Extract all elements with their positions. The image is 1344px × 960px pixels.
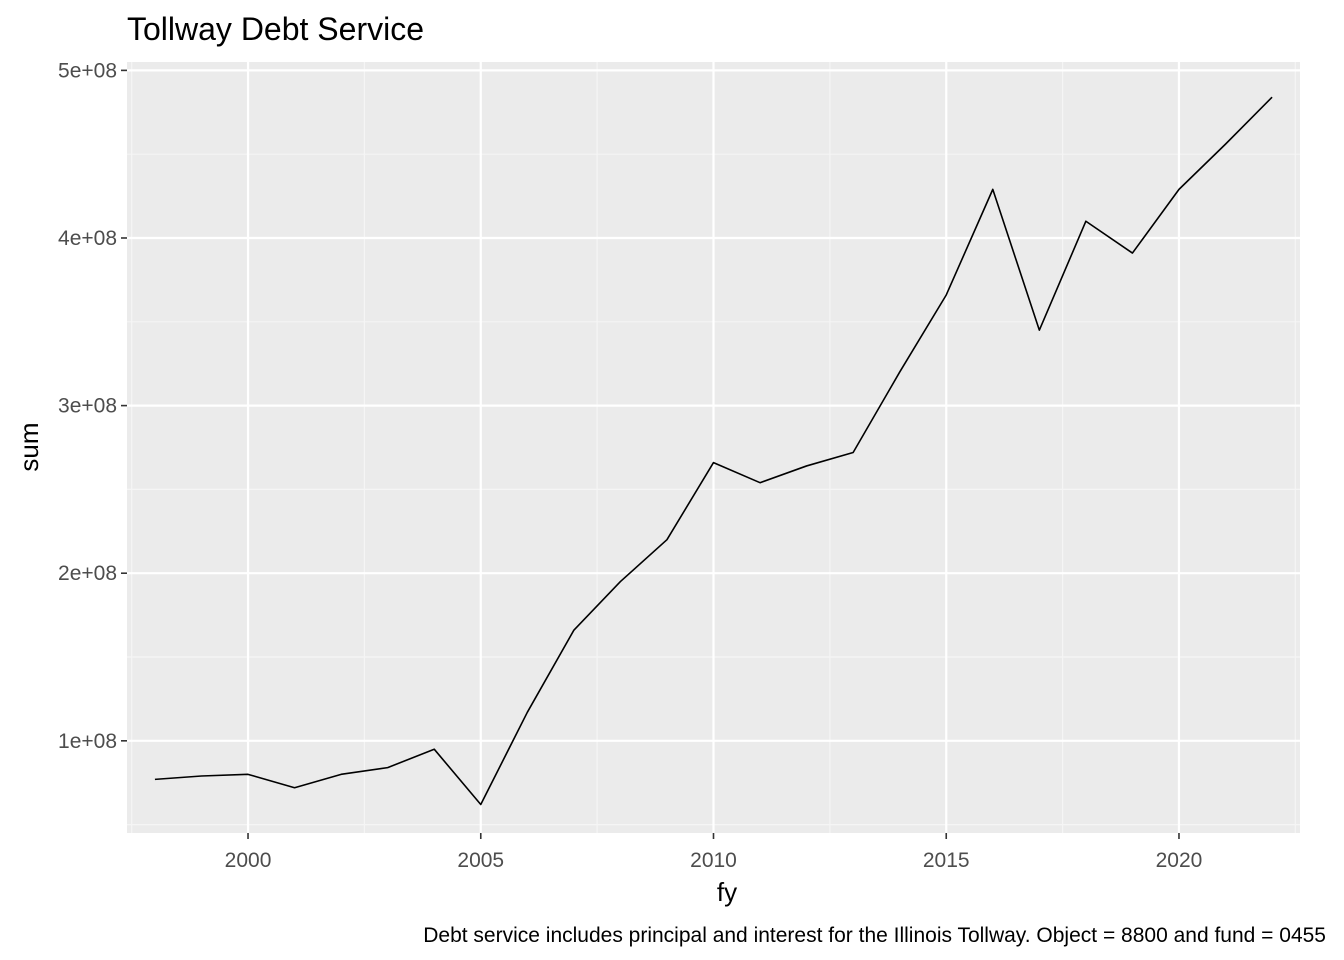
y-tick-label-1: 2e+08	[58, 562, 117, 585]
x-tick-label-3: 2015	[923, 849, 970, 872]
series-layer	[154, 96, 1273, 806]
chart-title: Tollway Debt Service	[127, 11, 424, 47]
series-line-0	[154, 96, 1273, 806]
x-axis-title: fy	[717, 877, 737, 907]
y-axis-title: sum	[14, 422, 44, 471]
y-axis: 1e+08 2e+08 3e+08 4e+08 5e+08	[58, 59, 127, 753]
x-tick-label-1: 2005	[457, 849, 504, 872]
y-tick-label-2: 3e+08	[58, 395, 117, 418]
x-tick-label-0: 2000	[225, 849, 272, 872]
x-tick-label-2: 2010	[690, 849, 737, 872]
x-axis: 2000 2005 2010 2015 2020	[225, 833, 1203, 872]
y-tick-label-3: 4e+08	[58, 227, 117, 250]
y-tick-label-4: 5e+08	[58, 59, 117, 82]
x-tick-label-4: 2020	[1156, 849, 1203, 872]
y-tick-label-0: 1e+08	[58, 730, 117, 753]
chart-caption: Debt service includes principal and inte…	[423, 924, 1326, 947]
